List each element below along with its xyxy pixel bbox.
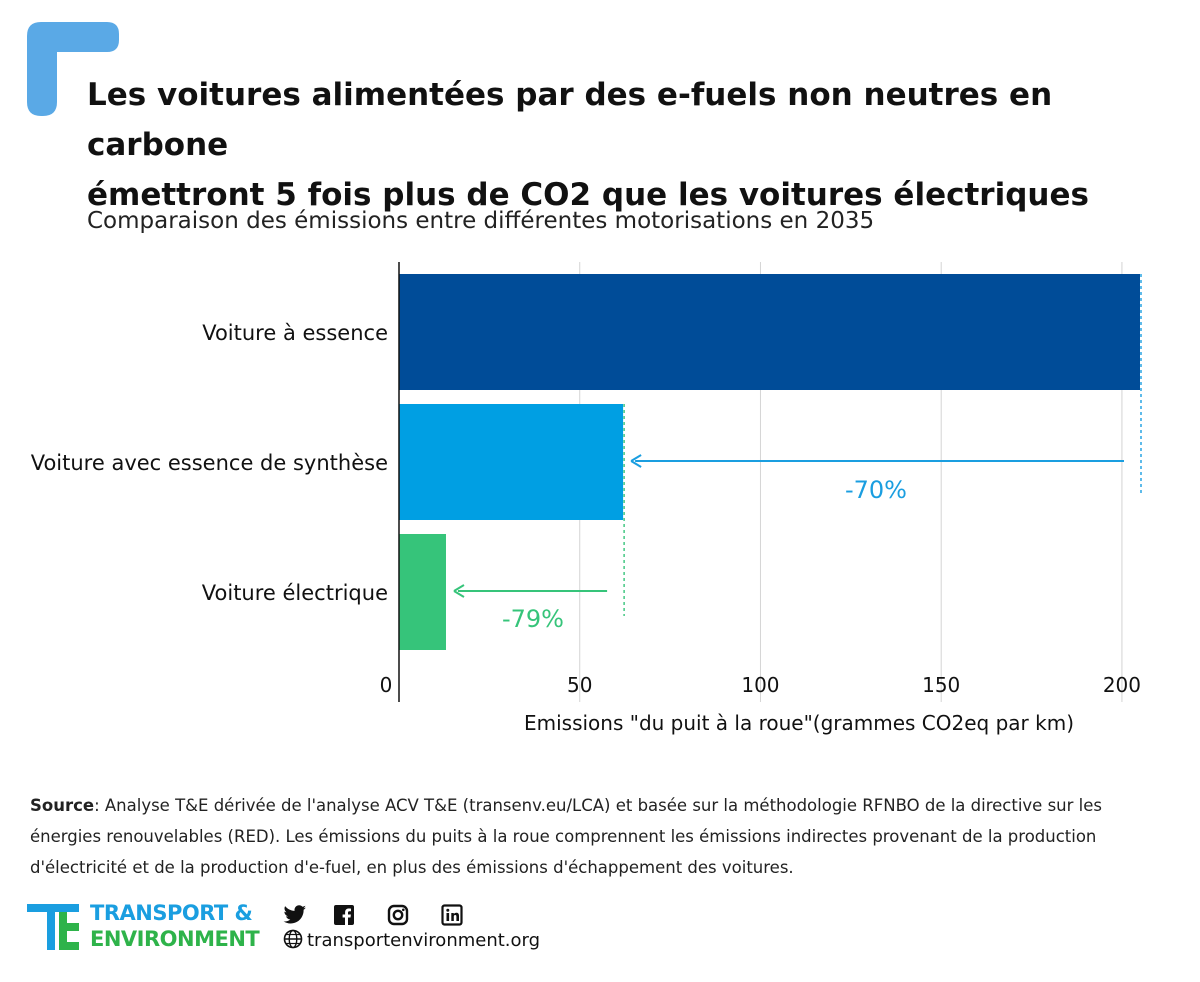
x-tick-label: 100 [741,673,779,697]
footer: TRANSPORT & ENVIRONMENT transp [27,900,727,960]
te-logo-icon [27,904,79,950]
x-tick-label: 150 [922,673,960,697]
facebook-icon[interactable] [333,904,355,926]
twitter-icon[interactable] [283,904,307,926]
annotation-label: -70% [845,476,907,504]
globe-icon [283,929,303,949]
title-line-2: émettront 5 fois plus de CO2 que les voi… [87,177,1089,213]
bar-2 [399,404,624,520]
bar-3 [399,534,446,650]
source-note: Source: Analyse T&E dérivée de l'analyse… [30,790,1170,883]
chart-subtitle: Comparaison des émissions entre différen… [87,208,875,234]
category-label: Voiture électrique [202,581,388,605]
annotation-arrowhead [453,584,465,598]
brand-line-2: ENVIRONMENT [90,927,260,951]
source-label: Source [30,796,95,815]
category-label: Voiture avec essence de synthèse [31,451,388,475]
title-line-1: Les voitures alimentées par des e-fuels … [87,77,1053,163]
bar-chart: Voiture à essence Voiture avec essence de… [31,262,1142,735]
linkedin-icon[interactable] [441,904,463,926]
brand-line-1: TRANSPORT & [90,901,253,925]
chart-title: Les voitures alimentées par des e-fuels … [87,70,1187,220]
category-label: Voiture à essence [202,321,388,345]
website-link[interactable]: transportenvironment.org [283,929,540,951]
x-tick-label: 200 [1103,673,1141,697]
brand-name: TRANSPORT & ENVIRONMENT [90,900,260,952]
corner-bracket-logo [27,22,119,116]
instagram-icon[interactable] [387,904,409,926]
x-tick-label: 0 [380,673,393,697]
bar-1 [399,274,1140,390]
x-axis-label: Emissions "du puit à la roue"(grammes CO… [524,711,1074,735]
source-text: : Analyse T&E dérivée de l'analyse ACV T… [30,796,1102,877]
website-text: transportenvironment.org [307,930,541,951]
annotation-label: -79% [502,605,564,633]
annotation-arrowhead [630,454,642,468]
x-tick-label: 50 [567,673,592,697]
